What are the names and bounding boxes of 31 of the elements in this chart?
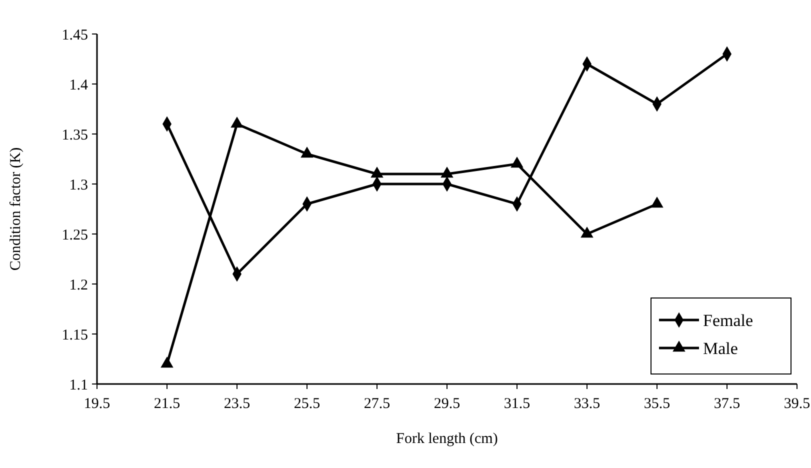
point: [650, 196, 664, 208]
point: [440, 166, 454, 178]
x-tick-label: 33.5: [574, 396, 600, 412]
point: [160, 356, 174, 368]
x-tick-label: 23.5: [224, 396, 250, 412]
y-tick-label: 1.3: [69, 177, 88, 194]
point: [510, 156, 524, 168]
y-tick-label: 1.1: [69, 377, 88, 394]
point: [580, 226, 594, 238]
x-tick-label: 27.5: [364, 396, 390, 412]
legend-label: Female: [703, 310, 754, 330]
x-tick-label: 39.5: [784, 396, 810, 412]
x-tick-label: 37.5: [714, 396, 740, 412]
x-axis-title: Fork length (cm): [396, 431, 498, 447]
y-tick-label: 1.25: [62, 227, 88, 244]
x-tick-label: 19.5: [84, 396, 110, 412]
y-tick-label: 1.45: [62, 27, 88, 44]
point: [370, 166, 384, 178]
x-tick-label: 29.5: [434, 396, 460, 412]
y-axis-title: Condition factor (K): [8, 147, 24, 271]
y-tick-label: 1.4: [69, 77, 88, 94]
x-tick-label: 21.5: [154, 396, 180, 412]
x-tick-label: 31.5: [504, 396, 530, 412]
x-tick-label: 25.5: [294, 396, 320, 412]
legend-label: Male: [703, 338, 738, 358]
point: [300, 146, 314, 158]
point: [230, 116, 244, 128]
y-tick-label: 1.35: [62, 127, 88, 144]
x-tick-label: 35.5: [644, 396, 670, 412]
y-tick-label: 1.15: [62, 327, 88, 344]
y-tick-label: 1.2: [69, 277, 88, 294]
